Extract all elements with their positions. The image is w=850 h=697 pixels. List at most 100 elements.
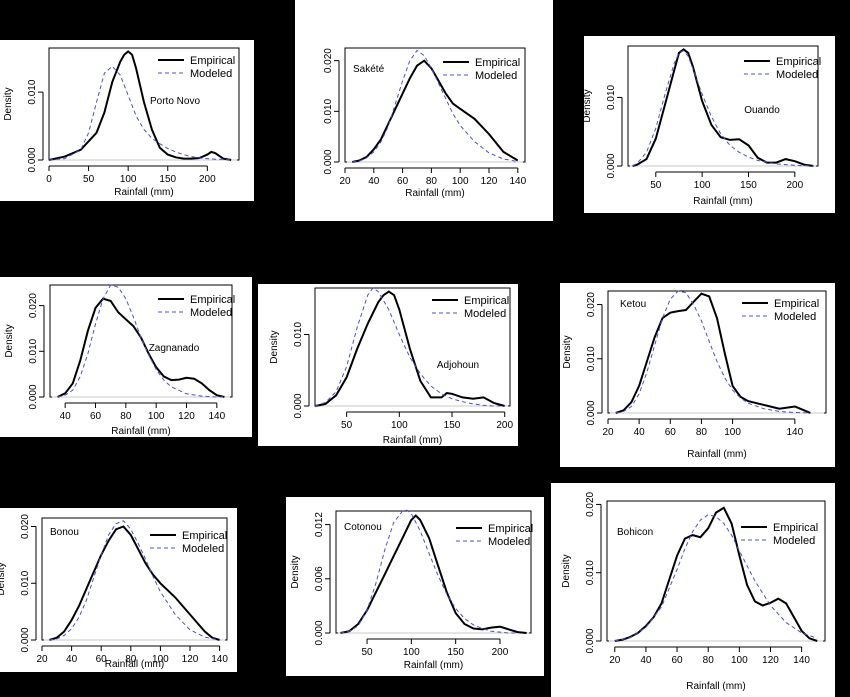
chart-0-porto-novo-x-tick-label-2: 100 — [120, 174, 137, 185]
chart-5-ketou-station-label: Ketou — [620, 299, 646, 310]
chart-8-bohicon-x-tick-label-0: 20 — [609, 655, 621, 666]
chart-1-sakete-legend-label-empirical: Empirical — [475, 57, 520, 69]
chart-5-ketou-x-tick-label-2: 60 — [665, 427, 677, 438]
chart-3-zagnanado-legend-label-modeled: Modeled — [190, 307, 232, 319]
chart-3-zagnanado-x-tick-label-3: 100 — [148, 411, 165, 422]
chart-7-cotonou-y-axis-title: Density — [290, 555, 301, 588]
chart-4-adjohoun-x-tick-label-1: 100 — [391, 420, 408, 431]
chart-svg-bohicon: 20 40 60 80 100 120 140 0.000 0.010 0.020 Rainfall… — [561, 491, 826, 692]
chart-0-porto-novo-legend-label-modeled: Modeled — [190, 68, 232, 80]
chart-8-bohicon-x-tick-label-6: 140 — [793, 655, 810, 666]
chart-0-porto-novo-x-axis-title: Rainfall (mm) — [114, 187, 173, 198]
chart-5-ketou-y-tick-label-2: 0.020 — [586, 292, 597, 317]
chart-6-bonou-legend-label-modeled: Modeled — [182, 543, 224, 555]
chart-8-bohicon-x-tick-label-3: 80 — [703, 655, 715, 666]
chart-4-adjohoun-x-tick-label-3: 200 — [496, 420, 513, 431]
chart-8-bohicon-x-tick-label-5: 120 — [762, 655, 779, 666]
chart-1-sakete-x-tick-label-3: 80 — [426, 176, 438, 187]
chart-2-ouando-legend-label-modeled: Modeled — [776, 69, 818, 81]
chart-3-zagnanado-x-tick-label-2: 80 — [120, 411, 132, 422]
chart-4-adjohoun-y-tick-label-0: 0.000 — [293, 393, 304, 418]
chart-1-sakete-x-tick-label-2: 60 — [397, 176, 409, 187]
chart-5-ketou-x-axis-title: Rainfall (mm) — [687, 449, 746, 460]
chart-5-ketou-legend-label-empirical: Empirical — [774, 298, 819, 310]
chart-6-bonou-y-tick-label-2: 0.020 — [20, 514, 31, 539]
chart-7-cotonou-x-axis-title: Rainfall (mm) — [404, 660, 463, 671]
chart-2-ouando-x-tick-label-1: 100 — [694, 180, 711, 191]
chart-2-ouando-x-axis-title: Rainfall (mm) — [693, 196, 752, 207]
chart-0-porto-novo-x-tick-label-1: 50 — [83, 174, 95, 185]
chart-2-ouando-y-axis-title: Density — [582, 89, 593, 122]
chart-8-bohicon-y-tick-label-1: 0.010 — [585, 560, 596, 585]
chart-4-adjohoun-x-axis-title: Rainfall (mm) — [383, 435, 442, 446]
chart-7-cotonou-series-modeled — [340, 509, 518, 634]
chart-4-adjohoun-y-axis-title: Density — [269, 330, 280, 363]
chart-1-sakete-series-empirical — [351, 59, 519, 163]
chart-svg-porto-novo: 0 50 100 150 200 0.000 0.010 Rainfall (mm) Densi… — [3, 47, 240, 198]
chart-0-porto-novo-legend-label-empirical: Empirical — [190, 55, 235, 67]
chart-0-porto-novo-series-empirical — [48, 50, 232, 161]
chart-8-bohicon-legend-label-empirical: Empirical — [773, 522, 818, 534]
chart-3-zagnanado-x-tick-label-0: 40 — [60, 411, 72, 422]
chart-6-bonou-x-tick-label-1: 40 — [66, 654, 78, 665]
chart-6-bonou-x-tick-label-2: 60 — [96, 654, 108, 665]
chart-4-adjohoun-y-tick-label-1: 0.010 — [293, 322, 304, 347]
chart-2-ouando-x-tick-label-2: 150 — [740, 180, 757, 191]
chart-6-bonou-x-tick-label-4: 100 — [152, 654, 169, 665]
chart-4-adjohoun-station-label: Adjohoun — [437, 360, 479, 371]
chart-1-sakete-x-tick-label-6: 140 — [509, 176, 526, 187]
chart-0-porto-novo-x-tick-label-3: 150 — [159, 174, 176, 185]
chart-7-cotonou-legend-label-modeled: Modeled — [488, 536, 530, 548]
chart-2-ouando-legend-label-empirical: Empirical — [776, 56, 821, 68]
chart-5-ketou-x-tick-label-4: 100 — [724, 427, 741, 438]
chart-2-ouando-y-tick-label-0: 0.000 — [606, 153, 617, 178]
chart-1-sakete-x-tick-label-0: 20 — [339, 176, 351, 187]
chart-8-bohicon-y-axis-title: Density — [561, 554, 572, 587]
chart-6-bonou-station-label: Bonou — [50, 527, 79, 538]
chart-8-bohicon-x-tick-label-4: 100 — [731, 655, 748, 666]
chart-1-sakete-x-axis-title: Rainfall (mm) — [405, 188, 464, 199]
chart-8-bohicon-legend-label-modeled: Modeled — [773, 535, 815, 547]
chart-3-zagnanado-y-tick-label-2: 0.020 — [28, 293, 39, 318]
chart-5-ketou-y-tick-label-1: 0.010 — [586, 346, 597, 371]
chart-5-ketou-series-empirical — [615, 292, 811, 414]
chart-8-bohicon-x-axis-title: Rainfall (mm) — [686, 681, 745, 692]
chart-0-porto-novo-station-label: Porto Novo — [150, 96, 200, 107]
chart-4-adjohoun-series-empirical — [314, 290, 505, 407]
chart-svg-sakete: 20 40 60 80 100 120 140 0.000 0.010 0.020 Rainfall… — [323, 47, 527, 199]
chart-panel-bonou: 20 40 60 80 100 120 140 0.000 0.010 0.020 Rainfall… — [0, 508, 237, 672]
chart-panel-adjohoun: 50 100 150 200 0.000 0.010 Rainfall (mm) Densit… — [258, 284, 518, 446]
chart-3-zagnanado-x-tick-label-5: 140 — [208, 411, 225, 422]
chart-5-ketou-series-modeled — [615, 290, 811, 414]
chart-7-cotonou-x-tick-label-2: 150 — [447, 647, 464, 658]
chart-svg-ouando: 50 100 150 200 0.000 0.010 Rainfall (mm) Densit… — [582, 45, 821, 207]
chart-svg-adjohoun: 50 100 150 200 0.000 0.010 Rainfall (mm) Densit… — [269, 287, 514, 446]
chart-6-bonou-x-tick-label-6: 140 — [211, 654, 228, 665]
chart-svg-cotonou: 50 100 150 200 0.000 0.006 0.012 Rainfall (mm) D… — [290, 509, 533, 671]
chart-5-ketou-x-tick-label-3: 80 — [696, 427, 708, 438]
chart-3-zagnanado-legend-label-empirical: Empirical — [190, 294, 235, 306]
chart-panel-bohicon: 20 40 60 80 100 120 140 0.000 0.010 0.020 Rainfall… — [551, 483, 835, 697]
chart-2-ouando-y-tick-label-1: 0.010 — [606, 84, 617, 109]
chart-1-sakete-y-tick-label-1: 0.010 — [323, 98, 334, 123]
chart-8-bohicon-y-tick-label-0: 0.000 — [585, 628, 596, 653]
chart-1-sakete-x-tick-label-4: 100 — [452, 176, 469, 187]
chart-svg-bonou: 20 40 60 80 100 120 140 0.000 0.010 0.020 Rainfall… — [0, 514, 228, 670]
chart-6-bonou-x-tick-label-5: 120 — [182, 654, 199, 665]
chart-2-ouando-x-tick-label-3: 200 — [786, 180, 803, 191]
chart-panel-ouando: 50 100 150 200 0.000 0.010 Rainfall (mm) Densit… — [582, 36, 835, 213]
chart-3-zagnanado-series-modeled — [57, 284, 225, 398]
chart-svg-ketou: 20 40 60 80 100 140 0.000 0.010 0.020 Rainfall (m… — [562, 290, 827, 460]
chart-5-ketou-x-tick-label-1: 40 — [634, 427, 646, 438]
chart-1-sakete-x-tick-label-1: 40 — [368, 176, 380, 187]
chart-6-bonou-y-tick-label-1: 0.010 — [20, 570, 31, 595]
chart-0-porto-novo-y-axis-title: Density — [3, 87, 14, 120]
chart-3-zagnanado-y-tick-label-0: 0.000 — [28, 384, 39, 409]
chart-2-ouando-station-label: Ouando — [744, 105, 780, 116]
chart-7-cotonou-y-tick-label-0: 0.000 — [314, 620, 325, 645]
chart-6-bonou-y-axis-title: Density — [0, 562, 7, 595]
chart-6-bonou-x-axis-title: Rainfall (mm) — [105, 659, 164, 670]
chart-2-ouando-series-empirical — [632, 48, 814, 167]
chart-5-ketou-x-tick-label-5: 140 — [787, 427, 804, 438]
chart-panel-porto-novo: 0 50 100 150 200 0.000 0.010 Rainfall (mm) Densi… — [0, 40, 254, 201]
